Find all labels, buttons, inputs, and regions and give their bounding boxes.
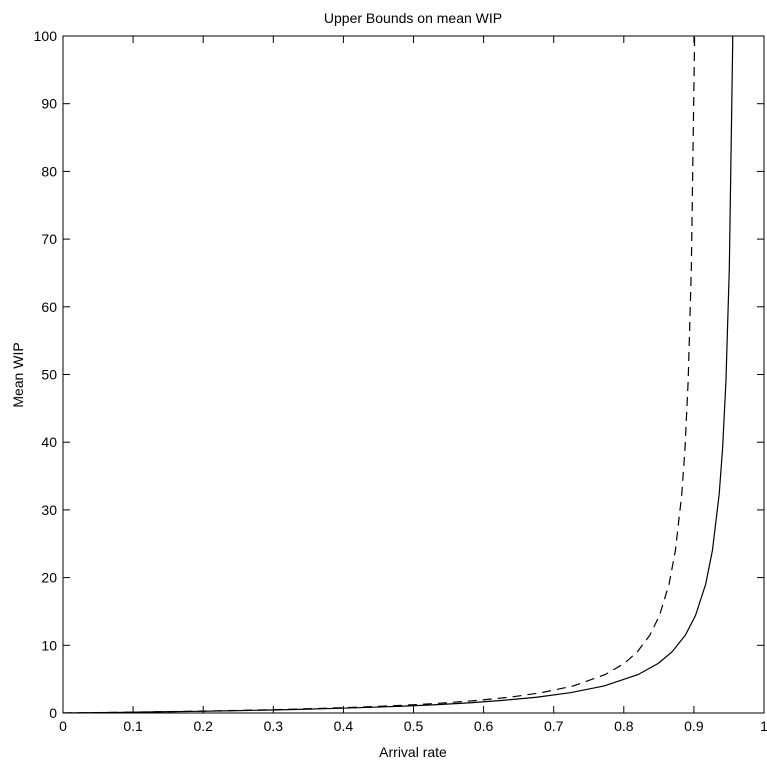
- x-tick-label: 0.5: [404, 718, 424, 734]
- y-tick-label: 60: [41, 299, 57, 315]
- y-tick-label: 90: [41, 96, 57, 112]
- x-tick-label: 0.2: [193, 718, 213, 734]
- y-tick-label: 50: [41, 367, 57, 383]
- y-tick-label: 10: [41, 637, 57, 653]
- x-tick-label: 0.9: [684, 718, 704, 734]
- tick-labels: 0 0.1 0.2 0.3 0.4 0.5 0.6 0.7 0.8 0.9 101020304050…: [34, 28, 767, 734]
- x-tick-label: 0.7: [544, 718, 564, 734]
- y-tick-label: 20: [41, 570, 57, 586]
- y-tick-label: 100: [34, 28, 58, 44]
- plot-frame: [62, 35, 765, 714]
- y-tick-label: 30: [41, 502, 57, 518]
- x-tick-label: 0.6: [474, 718, 494, 734]
- plot-area: [62, 35, 765, 714]
- x-axis-label: Arrival rate: [379, 744, 447, 760]
- y-tick-label: 40: [41, 434, 57, 450]
- series-group: [63, 36, 734, 713]
- y-axis-label: Mean WIP: [10, 342, 26, 407]
- series-line-dashed: [63, 36, 696, 713]
- x-tick-label: 0.3: [264, 718, 284, 734]
- y-tick-label: 0: [49, 705, 57, 721]
- x-tick-label: 1: [760, 718, 767, 734]
- x-tick-label: 0.4: [334, 718, 354, 734]
- y-tick-label: 80: [41, 163, 57, 179]
- x-tick-label: 0.8: [614, 718, 634, 734]
- series-line-solid: [63, 36, 734, 713]
- chart-title: Upper Bounds on mean WIP: [324, 10, 502, 26]
- x-tick-label: 0.1: [123, 718, 143, 734]
- x-tick-label: 0: [59, 718, 67, 734]
- y-tick-label: 70: [41, 231, 57, 247]
